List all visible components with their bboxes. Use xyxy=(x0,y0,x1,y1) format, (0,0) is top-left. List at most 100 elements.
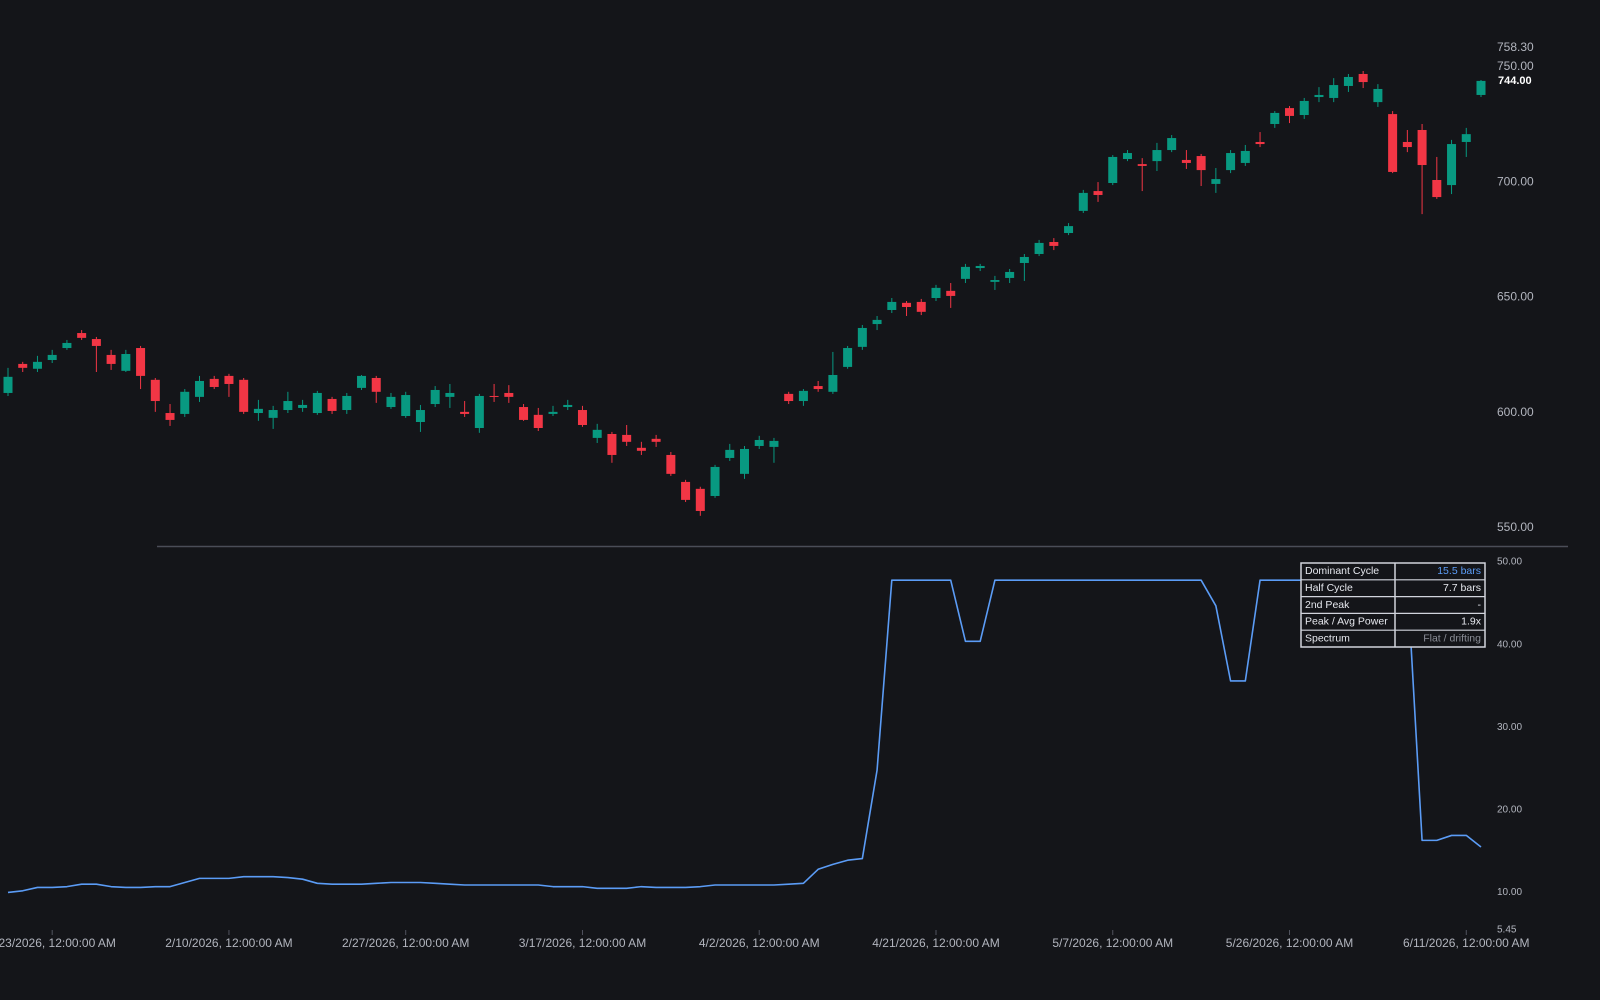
candle-body xyxy=(1402,141,1412,148)
table-value: 1.9x xyxy=(1461,616,1482,628)
candle-body xyxy=(1211,179,1221,184)
x-tick-label: 5/7/2026, 12:00:00 AM xyxy=(1052,936,1173,950)
candle-body xyxy=(1388,114,1398,172)
candle-body xyxy=(784,393,794,402)
candle-body xyxy=(902,302,912,307)
candle-body xyxy=(504,392,514,397)
candle-body xyxy=(651,438,661,442)
candle-body xyxy=(607,433,617,455)
candle-body xyxy=(430,389,440,405)
candle-body xyxy=(283,401,293,411)
candle-body xyxy=(1093,191,1103,195)
candle-body xyxy=(136,348,146,376)
candle-body xyxy=(828,374,838,392)
candle-body xyxy=(371,377,381,392)
candle-body xyxy=(887,301,897,310)
y-tick-label: 750.00 xyxy=(1497,59,1534,73)
candle-body xyxy=(1019,256,1029,263)
candle-body xyxy=(1034,242,1044,254)
table-value: Flat / drifting xyxy=(1423,632,1481,644)
candle-body xyxy=(740,448,749,474)
candle-body xyxy=(1285,108,1295,116)
candle-body xyxy=(1152,150,1162,162)
candle-body xyxy=(1447,144,1457,186)
table-label: Dominant Cycle xyxy=(1305,565,1379,577)
candle-body xyxy=(1314,94,1324,98)
candle-body xyxy=(769,440,779,447)
candle-body xyxy=(872,319,882,325)
candle-body xyxy=(194,380,204,397)
candle-body xyxy=(474,395,484,428)
candle-body xyxy=(1358,73,1368,83)
candle-body xyxy=(91,339,101,346)
candle-body xyxy=(253,408,263,414)
candle-body xyxy=(1108,156,1118,183)
candle-body xyxy=(1343,76,1353,86)
candle-body xyxy=(754,439,764,446)
candle-body xyxy=(357,375,367,388)
candle-body xyxy=(1476,80,1486,95)
candle-body xyxy=(415,410,425,423)
candle-body xyxy=(592,429,602,438)
candle-body xyxy=(695,488,705,511)
candle-body xyxy=(1181,159,1191,163)
candle-body xyxy=(386,396,396,408)
candle-body xyxy=(1432,180,1442,198)
x-tick-label: 2/27/2026, 12:00:00 AM xyxy=(342,936,469,950)
y-tick-label: 40.00 xyxy=(1497,639,1522,650)
candle-body xyxy=(1137,164,1147,166)
candle-body xyxy=(445,392,455,397)
candle-body xyxy=(946,290,956,296)
candle-body xyxy=(843,348,853,367)
candle-body xyxy=(1167,138,1177,151)
candle-body xyxy=(1270,112,1280,124)
candle-body xyxy=(62,342,72,349)
table-value: 15.5 bars xyxy=(1437,565,1481,577)
candle-body xyxy=(666,454,676,474)
candle-body xyxy=(77,333,87,338)
candle-body xyxy=(3,376,13,393)
candle-body xyxy=(342,395,352,411)
candle-body xyxy=(1078,192,1088,211)
candle-body xyxy=(106,354,116,364)
y-tick-label: 30.00 xyxy=(1497,722,1522,733)
candle-body xyxy=(960,266,970,279)
candle-body xyxy=(18,363,28,368)
table-value: 7.7 bars xyxy=(1443,582,1481,594)
candle-body xyxy=(931,287,941,299)
table-label: Half Cycle xyxy=(1305,582,1353,594)
candle-body xyxy=(1122,153,1132,160)
candle-body xyxy=(813,386,823,390)
y-tick-label: 550.00 xyxy=(1497,520,1534,534)
y-tick-label: 5.45 xyxy=(1497,925,1517,936)
candle-body xyxy=(681,481,691,500)
candle-body xyxy=(150,379,160,402)
candle-body xyxy=(1417,129,1427,166)
table-label: 2nd Peak xyxy=(1305,599,1350,611)
candle-body xyxy=(32,361,42,369)
x-tick-label: 1/23/2026, 12:00:00 AM xyxy=(0,936,116,950)
last-price-label: 744.00 xyxy=(1498,75,1532,87)
table-value: - xyxy=(1478,599,1482,611)
candle-body xyxy=(563,404,573,408)
y-tick-label: 758.30 xyxy=(1497,40,1534,54)
y-tick-label: 20.00 xyxy=(1497,804,1522,815)
candle-body xyxy=(636,447,646,451)
table-label: Spectrum xyxy=(1305,632,1350,644)
y-tick-label: 10.00 xyxy=(1497,887,1522,898)
candle-body xyxy=(725,449,735,458)
y-tick-label: 650.00 xyxy=(1497,290,1534,304)
candle-body xyxy=(268,410,278,418)
candle-body xyxy=(460,411,470,414)
candle-body xyxy=(1461,134,1471,142)
candle-body xyxy=(519,407,529,420)
candle-body xyxy=(489,395,499,397)
cycle-line xyxy=(7,579,1482,894)
candle-body xyxy=(798,390,808,402)
candle-body xyxy=(401,395,411,417)
candle-body xyxy=(180,391,190,414)
x-tick-label: 4/2/2026, 12:00:00 AM xyxy=(699,936,820,950)
